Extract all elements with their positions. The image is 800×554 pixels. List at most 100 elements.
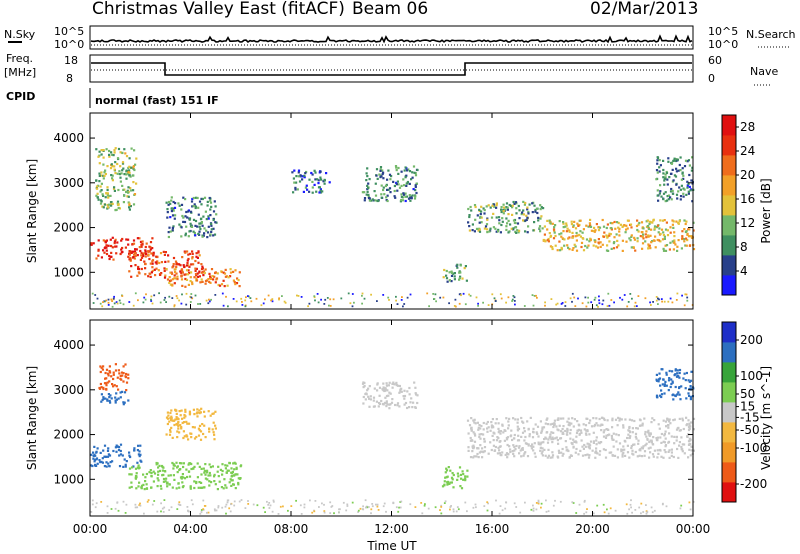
velocity-echo-cell	[630, 419, 634, 422]
power-echo-cell	[509, 223, 512, 226]
velocity-echo-cell	[666, 418, 669, 421]
velocity-echo-cell	[592, 431, 595, 434]
velocity-echo-cell	[667, 424, 670, 427]
power-ground-cell	[382, 294, 385, 296]
velocity-ground-cell	[125, 503, 128, 506]
power-echo-cell	[657, 239, 661, 242]
velocity-echo-cell	[366, 389, 369, 392]
power-echo-cell	[605, 249, 609, 252]
velocity-echo-cell	[177, 482, 180, 485]
velocity-echo-cell	[182, 436, 185, 440]
power-echo-cell	[658, 192, 661, 195]
power-echo-cell	[406, 180, 409, 184]
velocity-echo-cell	[191, 426, 194, 429]
power-ground-cell	[270, 299, 272, 302]
power-echo-cell	[675, 193, 679, 196]
velocity-echo-cell	[540, 431, 543, 434]
power-echo-cell	[106, 165, 109, 168]
power-ground-cell	[185, 292, 188, 295]
velocity-echo-cell	[101, 461, 104, 464]
velocity-echo-cell	[678, 393, 681, 396]
velocity-echo-cell	[183, 435, 186, 438]
velocity-echo-cell	[543, 448, 546, 451]
velocity-echo-cell	[571, 417, 574, 420]
velocity-echo-cell	[119, 396, 122, 399]
velocity-echo-cell	[186, 475, 189, 479]
velocity-echo-cell	[183, 421, 186, 424]
velocity-echo-cell	[584, 454, 587, 457]
power-echo-cell	[492, 212, 495, 215]
power-echo-cell	[178, 263, 181, 266]
power-echo-cell	[617, 226, 620, 229]
power-ground-cell	[361, 292, 364, 295]
power-ground-cell	[308, 302, 311, 305]
power-ground-cell	[511, 298, 514, 301]
power-echo-cell	[448, 279, 451, 282]
power-echo-cell	[229, 271, 233, 274]
velocity-echo-cell	[101, 398, 104, 402]
power-echo-cell	[171, 214, 175, 217]
power-echo-cell	[216, 272, 219, 275]
power-ground-cell	[208, 298, 210, 301]
power-echo-cell	[669, 226, 672, 229]
power-echo-cell	[684, 159, 688, 162]
power-echo-cell	[301, 175, 304, 178]
power-ground-cell	[107, 304, 110, 306]
velocity-echo-cell	[458, 466, 462, 469]
velocity-echo-cell	[559, 430, 563, 433]
power-echo-cell	[159, 252, 163, 255]
power-echo-cell	[675, 170, 678, 173]
velocity-echo-cell	[657, 423, 660, 426]
velocity-ground-cell	[106, 512, 109, 514]
velocity-echo-cell	[224, 484, 227, 487]
velocity-ground-cell	[457, 508, 460, 511]
power-echo-cell	[114, 238, 117, 241]
power-echo-cell	[595, 245, 598, 248]
power-echo-cell	[169, 216, 172, 219]
power-echo-cell	[682, 195, 685, 198]
velocity-echo-cell	[416, 401, 419, 405]
velocity-echo-cell	[544, 454, 547, 457]
velocity-echo-cell	[403, 403, 406, 406]
velocity-echo-cell	[513, 445, 516, 449]
power-echo-cell	[294, 188, 297, 191]
velocity-echo-cell	[230, 484, 233, 487]
power-echo-cell	[178, 223, 181, 226]
velocity-echo-cell	[668, 456, 671, 459]
velocity-ground-cell	[266, 500, 268, 503]
power-echo-cell	[630, 246, 633, 249]
velocity-ground-cell	[329, 501, 332, 504]
power-echo-cell	[513, 202, 516, 205]
power-ground-cell	[661, 300, 663, 303]
velocity-echo-cell	[586, 442, 589, 445]
power-echo-cell	[132, 242, 136, 245]
power-echo-cell	[395, 169, 398, 172]
power-echo-cell	[682, 177, 685, 180]
power-echo-cell	[486, 218, 489, 221]
power-echo-cell	[319, 188, 322, 191]
velocity-ground-cell	[414, 506, 417, 508]
velocity-echo-cell	[117, 388, 120, 391]
velocity-ground-cell	[176, 508, 179, 510]
velocity-echo-cell	[200, 467, 203, 470]
power-echo-cell	[202, 215, 205, 218]
power-echo-cell	[524, 230, 527, 233]
velocity-echo-cell	[110, 397, 113, 400]
velocity-echo-cell	[557, 449, 560, 452]
velocity-echo-cell	[668, 377, 671, 380]
power-echo-cell	[172, 200, 175, 204]
velocity-echo-cell	[640, 446, 643, 449]
velocity-echo-cell	[499, 445, 502, 448]
power-echo-cell	[205, 229, 208, 232]
velocity-echo-cell	[100, 400, 103, 403]
power-echo-cell	[173, 268, 176, 271]
velocity-echo-cell	[226, 464, 229, 467]
power-echo-cell	[475, 227, 479, 230]
velocity-echo-cell	[414, 386, 417, 389]
velocity-echo-cell	[523, 427, 526, 430]
velocity-echo-cell	[662, 419, 665, 422]
power-echo-cell	[578, 233, 581, 236]
power-echo-cell	[200, 203, 203, 206]
velocity-echo-cell	[689, 442, 692, 446]
velocity-ground-cell	[377, 509, 380, 511]
